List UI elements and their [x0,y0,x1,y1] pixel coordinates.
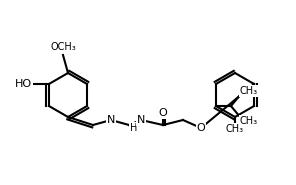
Text: HO: HO [15,79,31,89]
Text: N: N [137,115,145,125]
Text: CH₃: CH₃ [240,86,258,96]
Text: O: O [197,123,205,133]
Text: OCH₃: OCH₃ [50,42,76,52]
Text: CH₃: CH₃ [226,124,244,134]
Text: N: N [107,115,115,125]
Text: H: H [130,123,138,133]
Text: O: O [159,108,167,118]
Text: CH₃: CH₃ [240,116,258,126]
